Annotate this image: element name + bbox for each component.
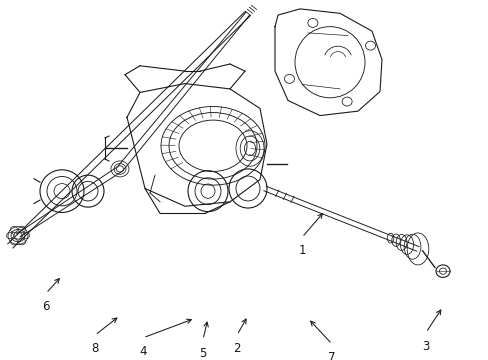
Text: 8: 8 xyxy=(91,342,99,355)
Text: 6: 6 xyxy=(42,301,50,314)
Text: 3: 3 xyxy=(422,339,429,352)
Text: 5: 5 xyxy=(199,347,206,360)
Text: 1: 1 xyxy=(298,244,305,257)
Text: 2: 2 xyxy=(233,342,240,355)
Text: 7: 7 xyxy=(327,351,335,360)
Text: 4: 4 xyxy=(139,345,146,358)
